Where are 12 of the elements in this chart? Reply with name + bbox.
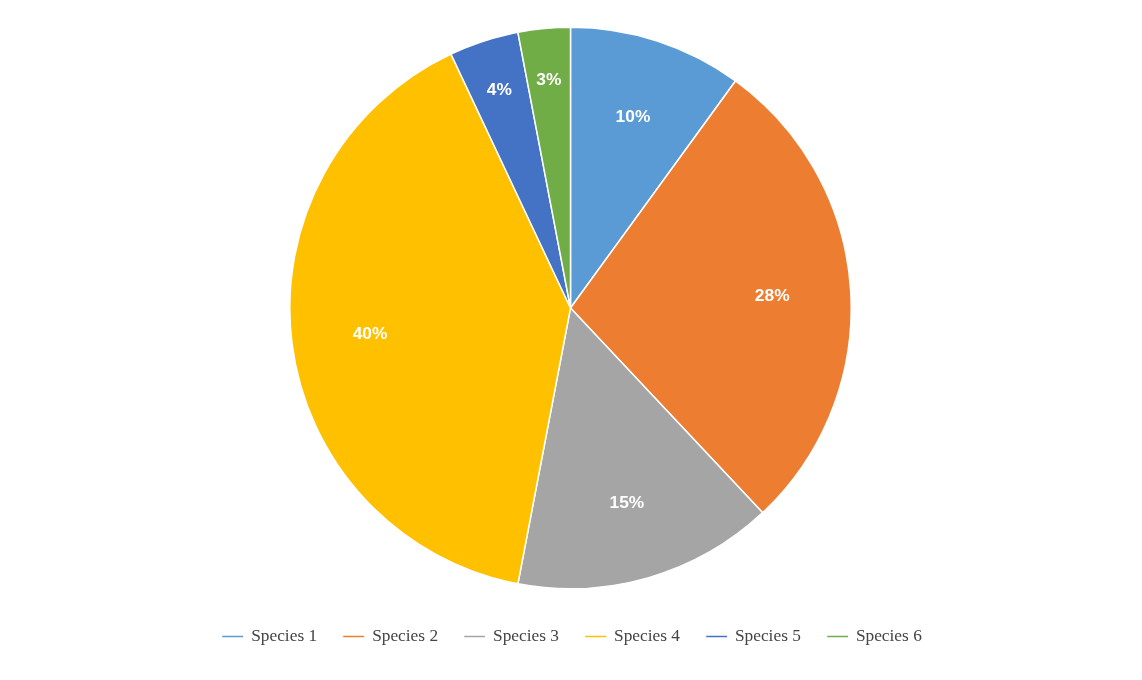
data-label: 40% xyxy=(352,323,388,344)
legend-label: Species 6 xyxy=(855,626,922,646)
data-label: 10% xyxy=(615,105,651,126)
legend-label: Species 3 xyxy=(493,626,559,646)
legend-label: Species 4 xyxy=(614,626,680,646)
legend-label: Species 1 xyxy=(251,626,318,646)
legend-label: Species 2 xyxy=(372,626,439,646)
data-label: 4% xyxy=(486,79,512,100)
data-label: 28% xyxy=(754,285,790,306)
data-label: 15% xyxy=(609,492,645,513)
data-label: 3% xyxy=(536,68,562,89)
legend-label: Species 5 xyxy=(734,626,801,646)
